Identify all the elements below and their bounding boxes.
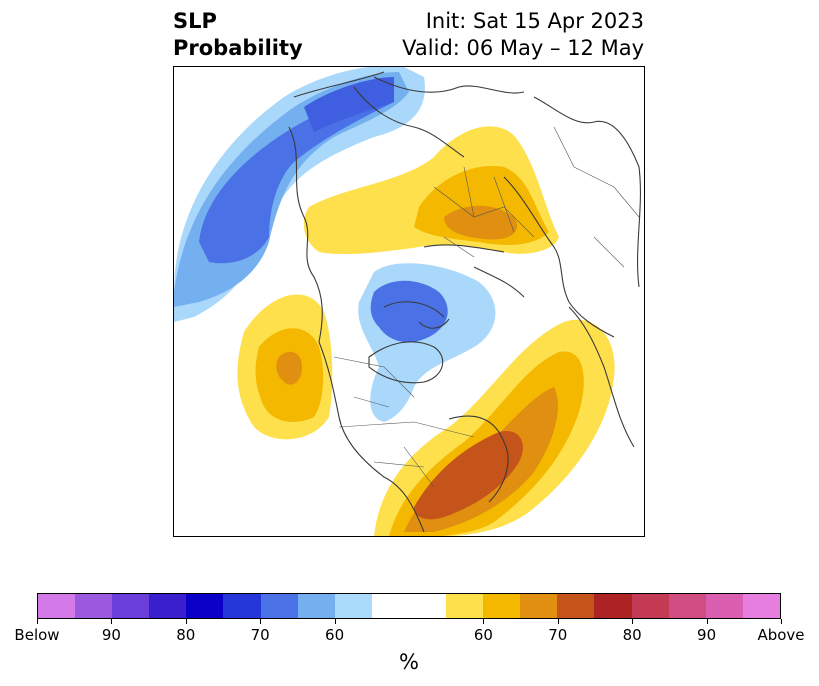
colorbar-tick-label: 90 — [101, 626, 121, 644]
colorbar-tick-label: Below — [14, 626, 60, 644]
anomaly-above-europe — [303, 126, 559, 255]
colorbar-tick-mark — [557, 619, 559, 624]
colorbar-tick-mark — [706, 619, 708, 624]
polar-map — [174, 67, 644, 536]
metric-title: Probability — [173, 36, 303, 60]
variable-title: SLP — [173, 9, 217, 33]
colorbar-segment — [742, 594, 780, 618]
colorbar-segment — [446, 594, 484, 618]
colorbar-tick-label: Above — [757, 626, 805, 644]
colorbar-tick-label: 70 — [250, 626, 270, 644]
colorbar-segment — [631, 594, 669, 618]
colorbar-segment — [75, 594, 113, 618]
colorbar-tick-label: 60 — [325, 626, 345, 644]
anomaly-above-us-atlantic — [374, 319, 615, 536]
colorbar-tick-label: 90 — [697, 626, 717, 644]
colorbar-segment — [371, 594, 409, 618]
colorbar-segment — [483, 594, 521, 618]
map-panel — [173, 66, 645, 537]
colorbar-segment — [594, 594, 632, 618]
colorbar-tick-mark — [781, 619, 782, 624]
colorbar-segment — [223, 594, 261, 618]
colorbar-tick-label: 70 — [548, 626, 568, 644]
colorbar-segment — [260, 594, 298, 618]
anomaly-above-pacific — [237, 294, 333, 440]
colorbar-tick-mark — [632, 619, 634, 624]
colorbar-tick-label: 80 — [176, 626, 196, 644]
colorbar-tick-mark — [483, 619, 485, 624]
init-date: Init: Sat 15 Apr 2023 — [425, 9, 644, 33]
colorbar-segment — [112, 594, 150, 618]
chart-title: SLP Probability — [173, 8, 303, 62]
colorbar-segment — [668, 594, 706, 618]
valid-range: Valid: 06 May – 12 May — [402, 36, 644, 60]
colorbar-segment — [186, 594, 224, 618]
colorbar-tick-mark — [260, 619, 262, 624]
colorbar-tick-mark — [111, 619, 113, 624]
colorbar-segment — [297, 594, 335, 618]
colorbar-segment — [705, 594, 743, 618]
colorbar-tick-mark — [185, 619, 187, 624]
borders — [333, 126, 640, 488]
colorbar-tick-label: 80 — [622, 626, 642, 644]
colorbar — [37, 593, 781, 619]
anomaly-below-arctic — [358, 263, 496, 422]
colorbar-tick-mark — [334, 619, 336, 624]
colorbar-tick-label: 60 — [473, 626, 493, 644]
date-info: Init: Sat 15 Apr 2023 Valid: 06 May – 12… — [402, 8, 644, 62]
colorbar-tick-mark — [37, 619, 38, 624]
coastlines — [288, 71, 641, 533]
colorbar-segment — [408, 594, 447, 618]
colorbar-segment — [149, 594, 187, 618]
colorbar-segment — [334, 594, 372, 618]
colorbar-unit-label: % — [399, 650, 419, 674]
colorbar-segment — [38, 594, 76, 618]
colorbar-segment — [520, 594, 558, 618]
colorbar-segment — [557, 594, 595, 618]
anomaly-below-alaska — [174, 67, 425, 322]
